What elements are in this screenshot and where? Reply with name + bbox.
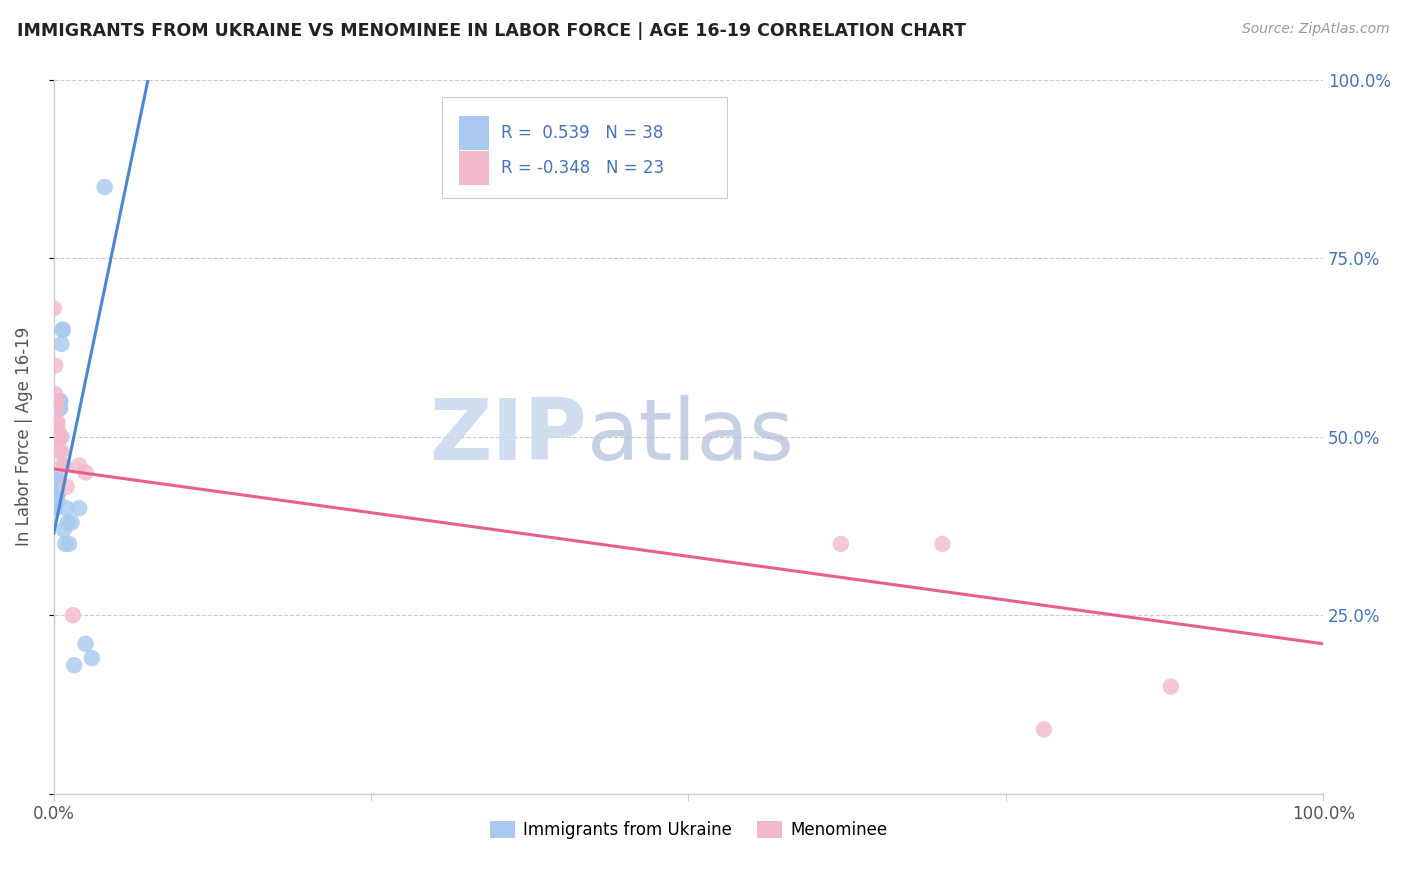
Point xyxy=(931,537,953,551)
Point xyxy=(44,501,66,516)
Text: IMMIGRANTS FROM UKRAINE VS MENOMINEE IN LABOR FORCE | AGE 16-19 CORRELATION CHAR: IMMIGRANTS FROM UKRAINE VS MENOMINEE IN … xyxy=(17,22,966,40)
Point xyxy=(53,523,76,537)
Point xyxy=(55,501,77,516)
Point xyxy=(49,394,72,409)
Point xyxy=(45,394,67,409)
Point xyxy=(42,487,65,501)
Point xyxy=(52,323,75,337)
Point xyxy=(46,487,69,501)
Point xyxy=(93,180,115,194)
Text: Source: ZipAtlas.com: Source: ZipAtlas.com xyxy=(1241,22,1389,37)
Point xyxy=(49,430,72,444)
Point xyxy=(62,608,84,623)
Text: atlas: atlas xyxy=(586,395,794,478)
Point xyxy=(1032,723,1054,737)
Text: R =  0.539   N = 38: R = 0.539 N = 38 xyxy=(501,124,664,142)
Point xyxy=(44,480,66,494)
Text: R = -0.348   N = 23: R = -0.348 N = 23 xyxy=(501,160,664,178)
Point xyxy=(46,416,69,430)
Legend: Immigrants from Ukraine, Menominee: Immigrants from Ukraine, Menominee xyxy=(484,814,894,846)
Point xyxy=(45,487,67,501)
Text: ZIP: ZIP xyxy=(429,395,586,478)
Point xyxy=(75,466,97,480)
Point xyxy=(49,401,72,416)
Point xyxy=(67,501,90,516)
Point xyxy=(48,430,70,444)
Point xyxy=(52,458,75,473)
Point xyxy=(44,487,66,501)
Point xyxy=(51,337,73,351)
Point xyxy=(75,637,97,651)
Y-axis label: In Labor Force | Age 16-19: In Labor Force | Age 16-19 xyxy=(15,327,32,547)
Point xyxy=(48,430,70,444)
Point xyxy=(51,430,73,444)
Point xyxy=(42,501,65,516)
Point xyxy=(46,423,69,437)
Point xyxy=(678,180,700,194)
Point xyxy=(56,516,79,530)
Point xyxy=(46,494,69,508)
Point xyxy=(44,494,66,508)
Point xyxy=(42,301,65,316)
Point xyxy=(48,430,70,444)
Point xyxy=(53,458,76,473)
Point xyxy=(58,537,80,551)
Point xyxy=(1160,680,1182,694)
Point xyxy=(48,401,70,416)
Point xyxy=(44,359,66,373)
Point xyxy=(55,480,77,494)
Point xyxy=(80,651,103,665)
Point xyxy=(51,444,73,458)
Point xyxy=(63,658,86,673)
Point xyxy=(60,516,83,530)
Point xyxy=(48,394,70,409)
Point xyxy=(45,416,67,430)
Point xyxy=(49,394,72,409)
Point xyxy=(45,401,67,416)
Point xyxy=(67,458,90,473)
Point xyxy=(46,473,69,487)
Point xyxy=(45,480,67,494)
Point xyxy=(830,537,852,551)
Point xyxy=(46,487,69,501)
Point xyxy=(45,480,67,494)
Point xyxy=(53,537,76,551)
Point xyxy=(45,494,67,508)
Point xyxy=(44,387,66,401)
Point xyxy=(52,323,75,337)
Point xyxy=(46,480,69,494)
Point xyxy=(45,473,67,487)
Point xyxy=(48,444,70,458)
